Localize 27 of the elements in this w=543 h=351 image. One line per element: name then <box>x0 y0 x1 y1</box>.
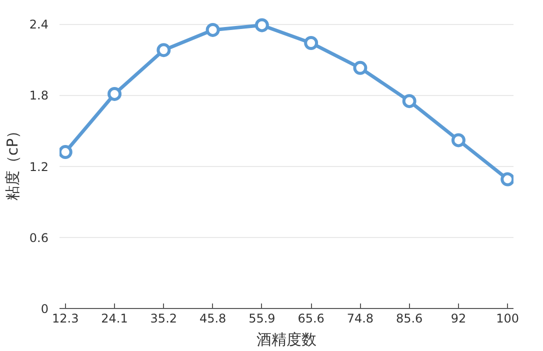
point <box>60 145 72 160</box>
x-tick-label: 92 <box>450 312 466 326</box>
point <box>206 22 220 37</box>
x-tick-label: 55.9 <box>248 312 276 326</box>
point <box>353 60 368 75</box>
point <box>156 43 171 58</box>
point <box>500 172 514 186</box>
y-tick-label: 1.2 <box>29 160 49 174</box>
x-axis-title: 酒精度数 <box>256 330 316 348</box>
point <box>304 36 318 50</box>
x-tick-label: 100 <box>496 312 520 326</box>
x-tick-label: 24.1 <box>101 312 128 326</box>
x-tick-label: 85.6 <box>396 312 423 326</box>
x-tick-label: 12.3 <box>52 312 79 326</box>
y-tick-label: 0.6 <box>29 230 49 245</box>
y-tick-label: 2.4 <box>29 18 49 32</box>
point <box>402 94 416 108</box>
point <box>451 133 466 148</box>
y-tick-label: 1.8 <box>29 88 49 103</box>
x-tick-label: 74.8 <box>346 312 374 326</box>
x-tick-label: 45.8 <box>199 312 226 326</box>
y-axis-title: 粘度（cP） <box>3 123 22 201</box>
point <box>254 18 269 32</box>
y-tick-label: 0 <box>40 302 49 316</box>
x-tick-label: 65.6 <box>298 312 324 326</box>
point <box>108 86 122 101</box>
x-tick-label: 35.2 <box>150 312 178 326</box>
